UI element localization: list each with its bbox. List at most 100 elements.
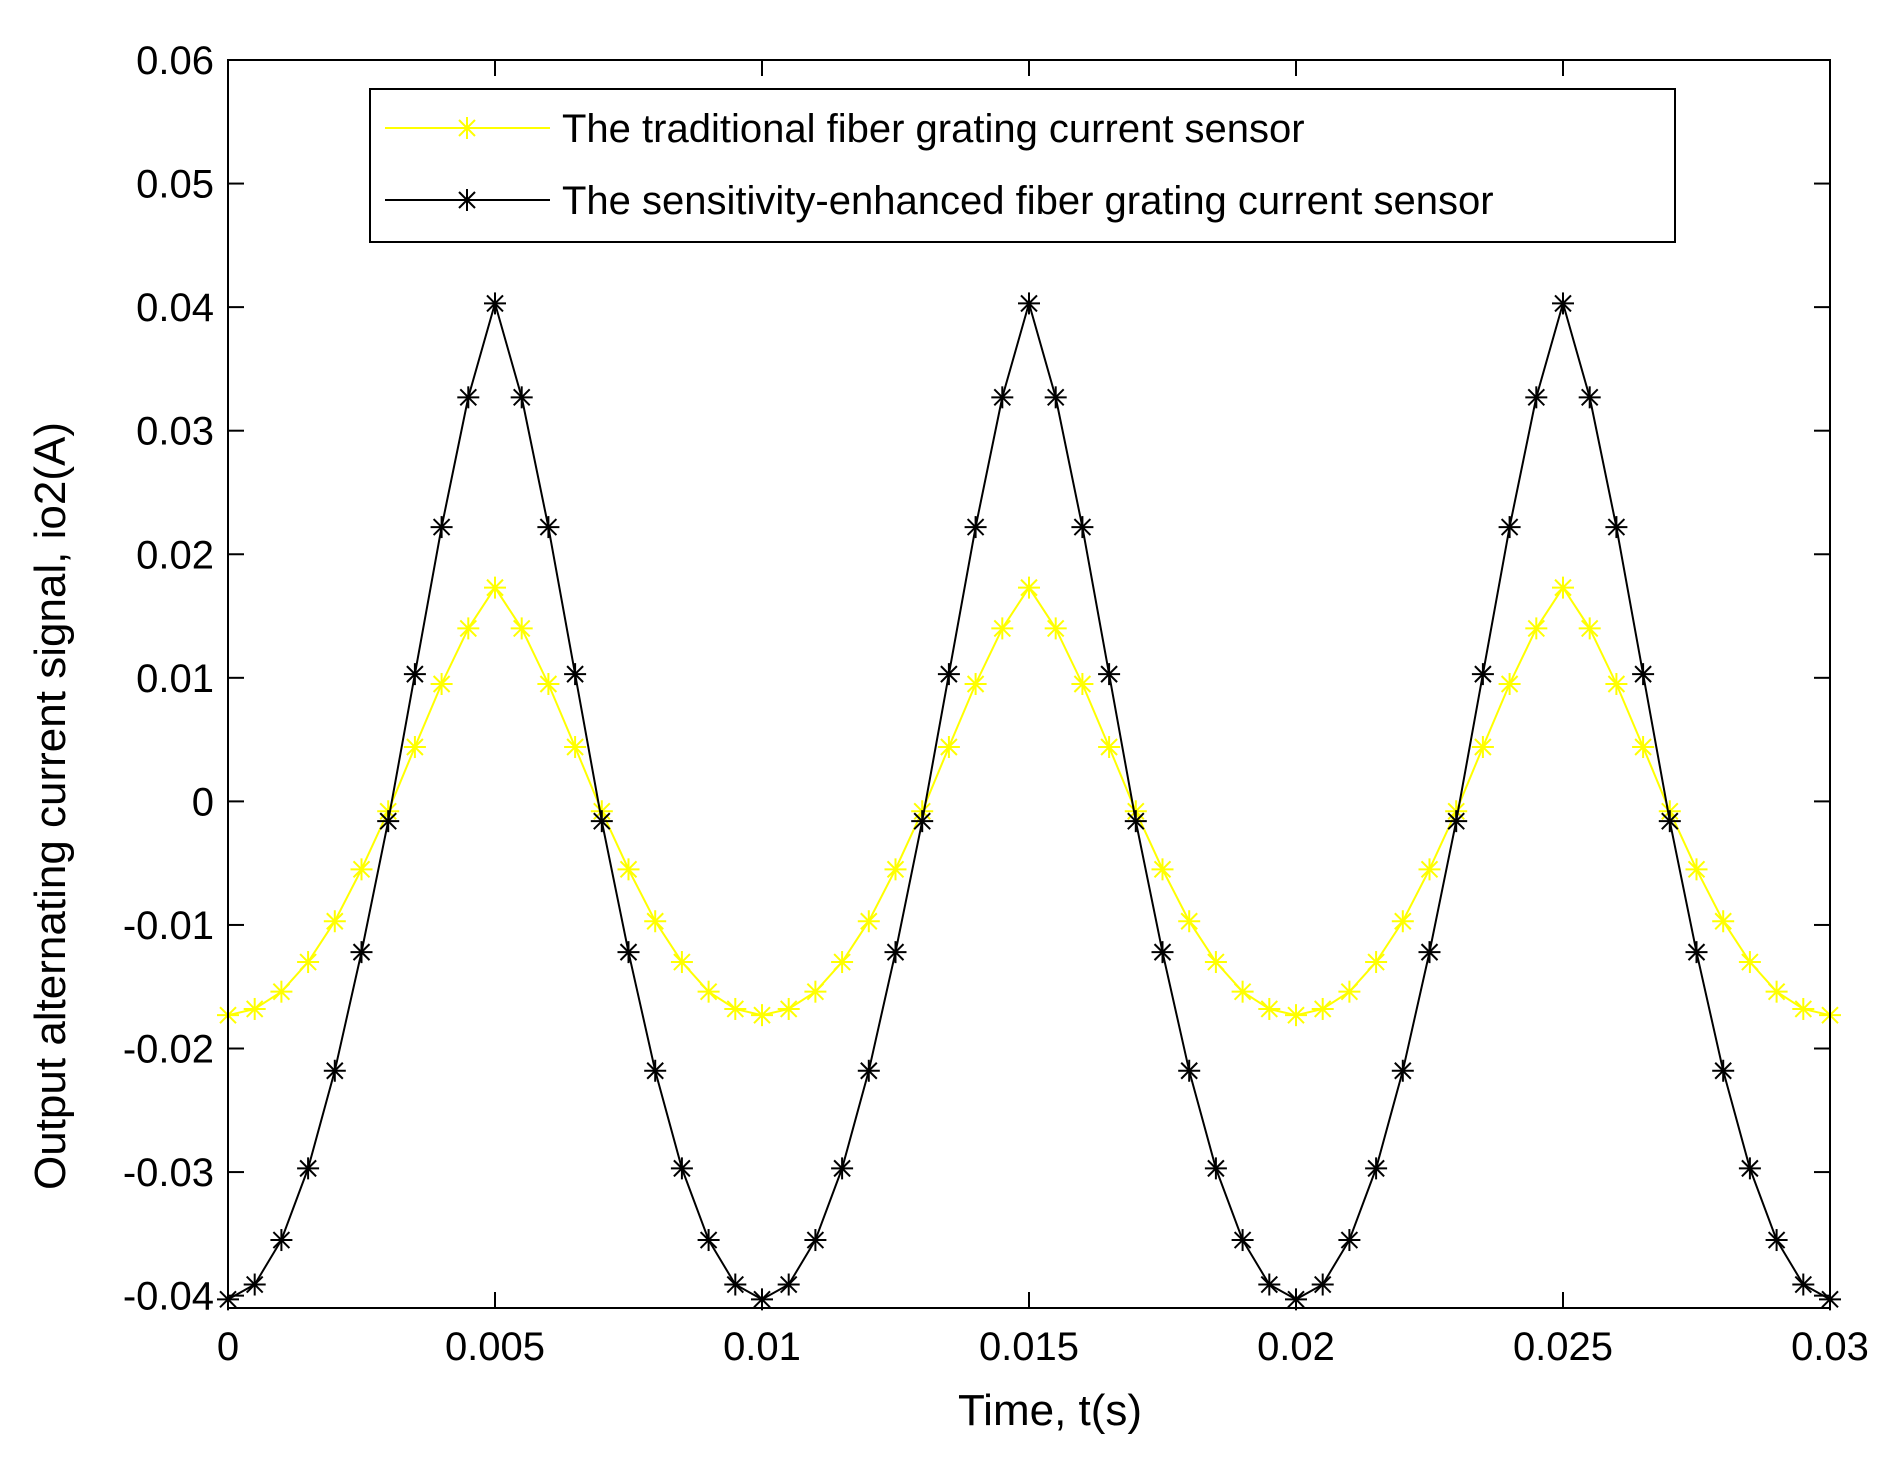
data-point [991, 386, 1014, 409]
data-point [590, 810, 613, 833]
data-point [1765, 1229, 1788, 1252]
data-point [350, 858, 373, 881]
data-point [1365, 951, 1388, 974]
x-tick-label: 0.015 [979, 1325, 1079, 1369]
data-point [1578, 617, 1601, 640]
series-2 [217, 292, 1841, 1311]
data-point [297, 951, 320, 974]
data-point [670, 1157, 693, 1180]
y-tick-label: -0.03 [123, 1151, 214, 1195]
legend-label-sensitivity-enhanced: The sensitivity-enhanced fiber grating c… [562, 179, 1494, 223]
data-point [804, 1229, 827, 1252]
data-point [1338, 980, 1361, 1003]
data-point [697, 1229, 720, 1252]
data-point [537, 673, 560, 695]
x-tick-label: 0.03 [1791, 1325, 1869, 1369]
legend-box [369, 88, 1676, 243]
y-tick-label: -0.01 [123, 904, 214, 948]
x-tick-label: 0.01 [723, 1325, 801, 1369]
data-point [937, 736, 960, 759]
data-point [1285, 1004, 1307, 1027]
data-point [857, 910, 880, 933]
data-point [350, 941, 373, 964]
y-tick-label: 0.03 [136, 410, 214, 454]
data-point [1525, 386, 1548, 409]
data-point [484, 292, 506, 315]
data-point [1018, 292, 1040, 315]
y-axis-label: Output alternating current signal, io2(A… [26, 422, 75, 1190]
data-point [1044, 386, 1067, 409]
legend-item-sensitivity-enhanced: The sensitivity-enhanced fiber grating c… [385, 179, 1494, 223]
y-tick-label: 0 [192, 780, 214, 824]
data-point [1552, 576, 1574, 599]
data-point [1311, 1273, 1334, 1296]
data-point [697, 980, 720, 1003]
data-point [430, 516, 453, 539]
legend-marker-glyph [456, 189, 478, 211]
series-1 [217, 576, 1841, 1027]
data-point [457, 386, 480, 409]
data-point [510, 617, 533, 640]
data-point [1018, 576, 1040, 599]
data-point [724, 1273, 747, 1296]
y-tick-label: 0.04 [136, 286, 214, 330]
data-point [484, 576, 506, 599]
data-point [831, 1157, 854, 1180]
data-point [323, 910, 346, 933]
data-point [644, 910, 667, 933]
data-point [403, 663, 426, 686]
x-tick-label: 0.005 [445, 1325, 545, 1369]
data-point [1525, 617, 1548, 640]
data-point [724, 997, 747, 1020]
y-tick-label: 0.05 [136, 163, 214, 207]
data-point [617, 941, 640, 964]
y-tick-label: -0.04 [123, 1275, 214, 1319]
data-point [457, 617, 480, 640]
data-point [1258, 997, 1281, 1020]
data-point [1685, 858, 1708, 881]
data-point [1792, 997, 1815, 1020]
data-point [403, 736, 426, 759]
data-point [1204, 1157, 1227, 1180]
legend: The traditional fiber grating current se… [369, 88, 1676, 243]
data-point [964, 673, 987, 695]
x-axis-label: Time, t(s) [958, 1386, 1142, 1435]
data-point [617, 858, 640, 881]
data-point [644, 1059, 667, 1082]
data-point [243, 997, 266, 1020]
x-tick-label: 0.02 [1257, 1325, 1335, 1369]
x-tick-label: 0.025 [1513, 1325, 1613, 1369]
data-point [1632, 663, 1655, 686]
data-point [1418, 941, 1441, 964]
x-tick-label: 0 [217, 1325, 239, 1369]
data-point [297, 1157, 320, 1180]
data-point [1178, 1059, 1201, 1082]
data-point [1445, 810, 1468, 833]
data-point [1605, 516, 1628, 539]
data-point [911, 810, 934, 833]
data-point [1311, 997, 1334, 1020]
data-point [1231, 1229, 1254, 1252]
legend-item-traditional: The traditional fiber grating current se… [385, 107, 1305, 151]
data-point [1418, 858, 1441, 881]
data-point [1632, 736, 1655, 759]
data-point [1498, 516, 1521, 539]
data-point [1738, 951, 1761, 974]
data-point [377, 810, 400, 833]
data-point [1044, 617, 1067, 640]
data-point [1151, 941, 1174, 964]
data-point [751, 1004, 773, 1027]
data-point [243, 1273, 266, 1296]
data-point [1365, 1157, 1388, 1180]
data-point [1471, 736, 1494, 759]
y-tick-label: 0.01 [136, 657, 214, 701]
data-point [1765, 980, 1788, 1003]
data-point [1578, 386, 1601, 409]
legend-marker-sensitivity-enhanced [456, 189, 478, 211]
data-point [884, 858, 907, 881]
data-point [1231, 980, 1254, 1003]
data-point [1338, 1229, 1361, 1252]
data-point [537, 516, 560, 539]
